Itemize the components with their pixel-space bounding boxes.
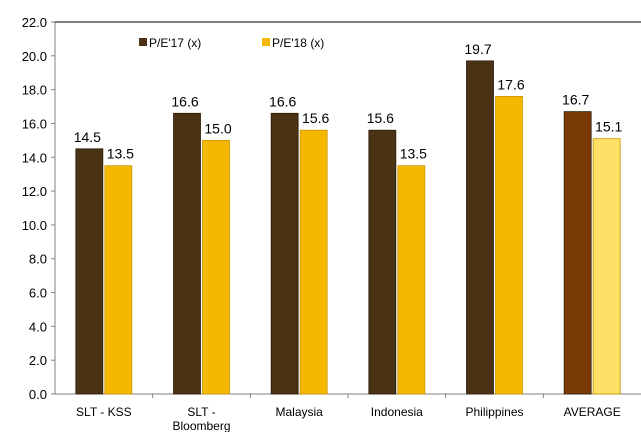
bar-pe18: [104, 165, 133, 395]
data-label-pe17: 16.6: [269, 93, 296, 109]
bar-pe17: [563, 111, 592, 395]
category-label: Philippines: [465, 405, 523, 419]
data-label-pe18: 13.5: [107, 146, 134, 162]
data-label-pe17: 16.6: [171, 93, 198, 109]
bar-pe17: [368, 129, 397, 395]
y-tick-label: 20.0: [22, 49, 47, 64]
y-tick-label: 2.0: [29, 353, 47, 368]
data-label-pe17: 19.7: [464, 41, 491, 57]
y-tick-label: 6.0: [29, 286, 47, 301]
bar-pe18: [397, 165, 426, 395]
category-label: Bloomberg: [172, 419, 230, 432]
category-label: Indonesia: [371, 405, 423, 419]
legend: P/E'17 (x) P/E'18 (x): [139, 36, 324, 50]
y-tick-label: 12.0: [22, 184, 47, 199]
category-label: SLT -: [187, 405, 215, 419]
bar-pe18: [495, 96, 523, 395]
category-label: AVERAGE: [564, 405, 621, 419]
data-label-pe18: 13.5: [400, 146, 427, 162]
legend-label-pe18: P/E'18 (x): [272, 36, 324, 50]
legend-swatch-pe18: [262, 38, 270, 46]
y-tick-label: 16.0: [22, 116, 47, 131]
data-label-pe18: 17.6: [497, 76, 524, 92]
bar-pe17: [75, 148, 104, 395]
data-label-pe17: 15.6: [367, 110, 394, 126]
plot-area: 0.0 2.0 4.0 6.0 8.0 10.0 12.0 14.0 16.0 18.0 20.0 2…: [22, 15, 641, 432]
data-label-pe18: 15.0: [204, 120, 231, 136]
y-tick-label: 8.0: [29, 252, 47, 267]
data-label-pe18: 15.1: [595, 119, 622, 135]
y-tick-label: 0.0: [29, 387, 47, 402]
bar-pe17: [466, 60, 494, 395]
bar-pe18: [202, 139, 230, 395]
bar-pe18: [299, 129, 328, 395]
legend-label-pe17: P/E'17 (x): [149, 36, 201, 50]
bar-pe17: [270, 112, 299, 395]
data-label-pe17: 16.7: [562, 92, 589, 108]
legend-swatch-pe17: [139, 38, 147, 46]
y-tick-label: 18.0: [22, 83, 47, 98]
y-tick-label: 14.0: [22, 150, 47, 165]
data-label-pe18: 15.6: [302, 110, 329, 126]
category-label: SLT - KSS: [76, 405, 132, 419]
data-label-pe17: 14.5: [74, 129, 101, 145]
bar-pe18: [592, 138, 621, 395]
category-label: Malaysia: [275, 405, 323, 419]
y-tick-label: 22.0: [22, 15, 47, 30]
y-tick-label: 10.0: [22, 218, 47, 233]
y-tick-label: 4.0: [29, 319, 47, 334]
bar-pe17: [173, 112, 201, 395]
